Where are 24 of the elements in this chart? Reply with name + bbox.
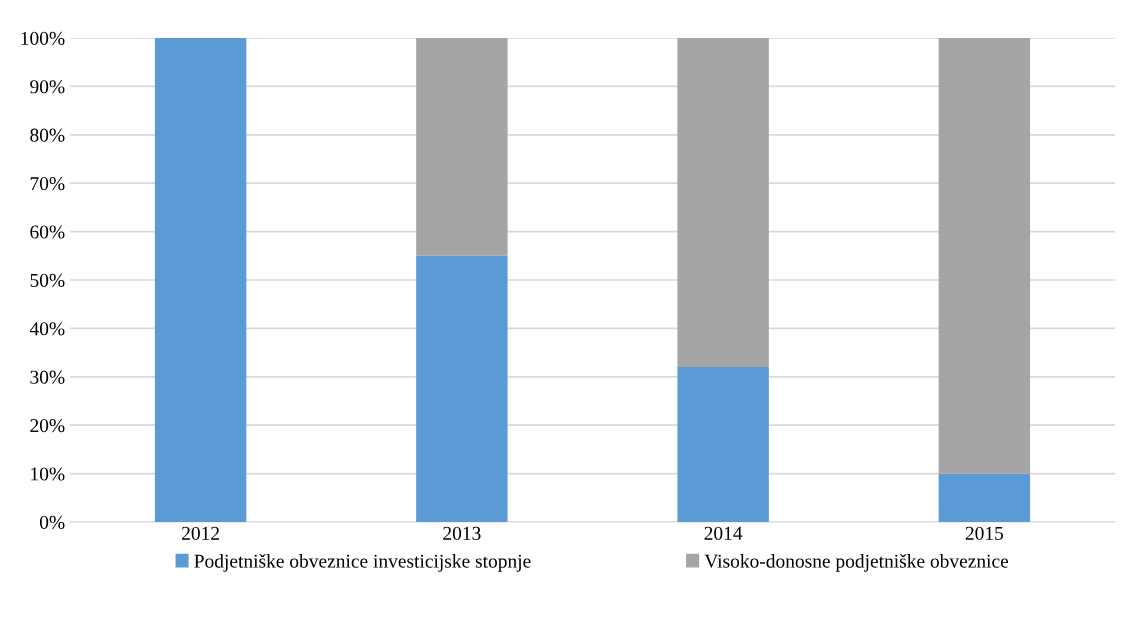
y-tick-label: 40%: [29, 322, 65, 336]
legend-label: Visoko-donosne podjetniške obveznice: [704, 554, 1009, 572]
bar: [677, 38, 769, 368]
y-tick-label: 30%: [30, 370, 65, 384]
x-tick-label: 2015: [965, 526, 1004, 540]
x-tick-label: 2014: [704, 526, 743, 540]
y-tick-label: 100%: [21, 31, 65, 45]
bar: [416, 38, 508, 256]
x-tick-label: 2012: [182, 526, 219, 540]
bar: [416, 255, 508, 522]
bar: [938, 38, 1031, 474]
y-tick-label: 70%: [30, 177, 65, 191]
bar: [938, 473, 1031, 522]
bar: [154, 38, 247, 522]
bar: [677, 367, 769, 522]
y-tick-label: 0%: [39, 515, 65, 529]
y-tick-label: 60%: [30, 225, 65, 239]
y-tick-label: 50%: [30, 273, 65, 287]
y-tick-label: 90%: [30, 80, 65, 94]
legend-label: Podjetniške obveznice investicijske stopnje: [194, 554, 531, 572]
y-tick-label: 10%: [31, 467, 65, 481]
x-tick-label: 2013: [443, 526, 481, 540]
y-tick-label: 20%: [30, 419, 65, 433]
y-tick-label: 80%: [30, 128, 65, 142]
